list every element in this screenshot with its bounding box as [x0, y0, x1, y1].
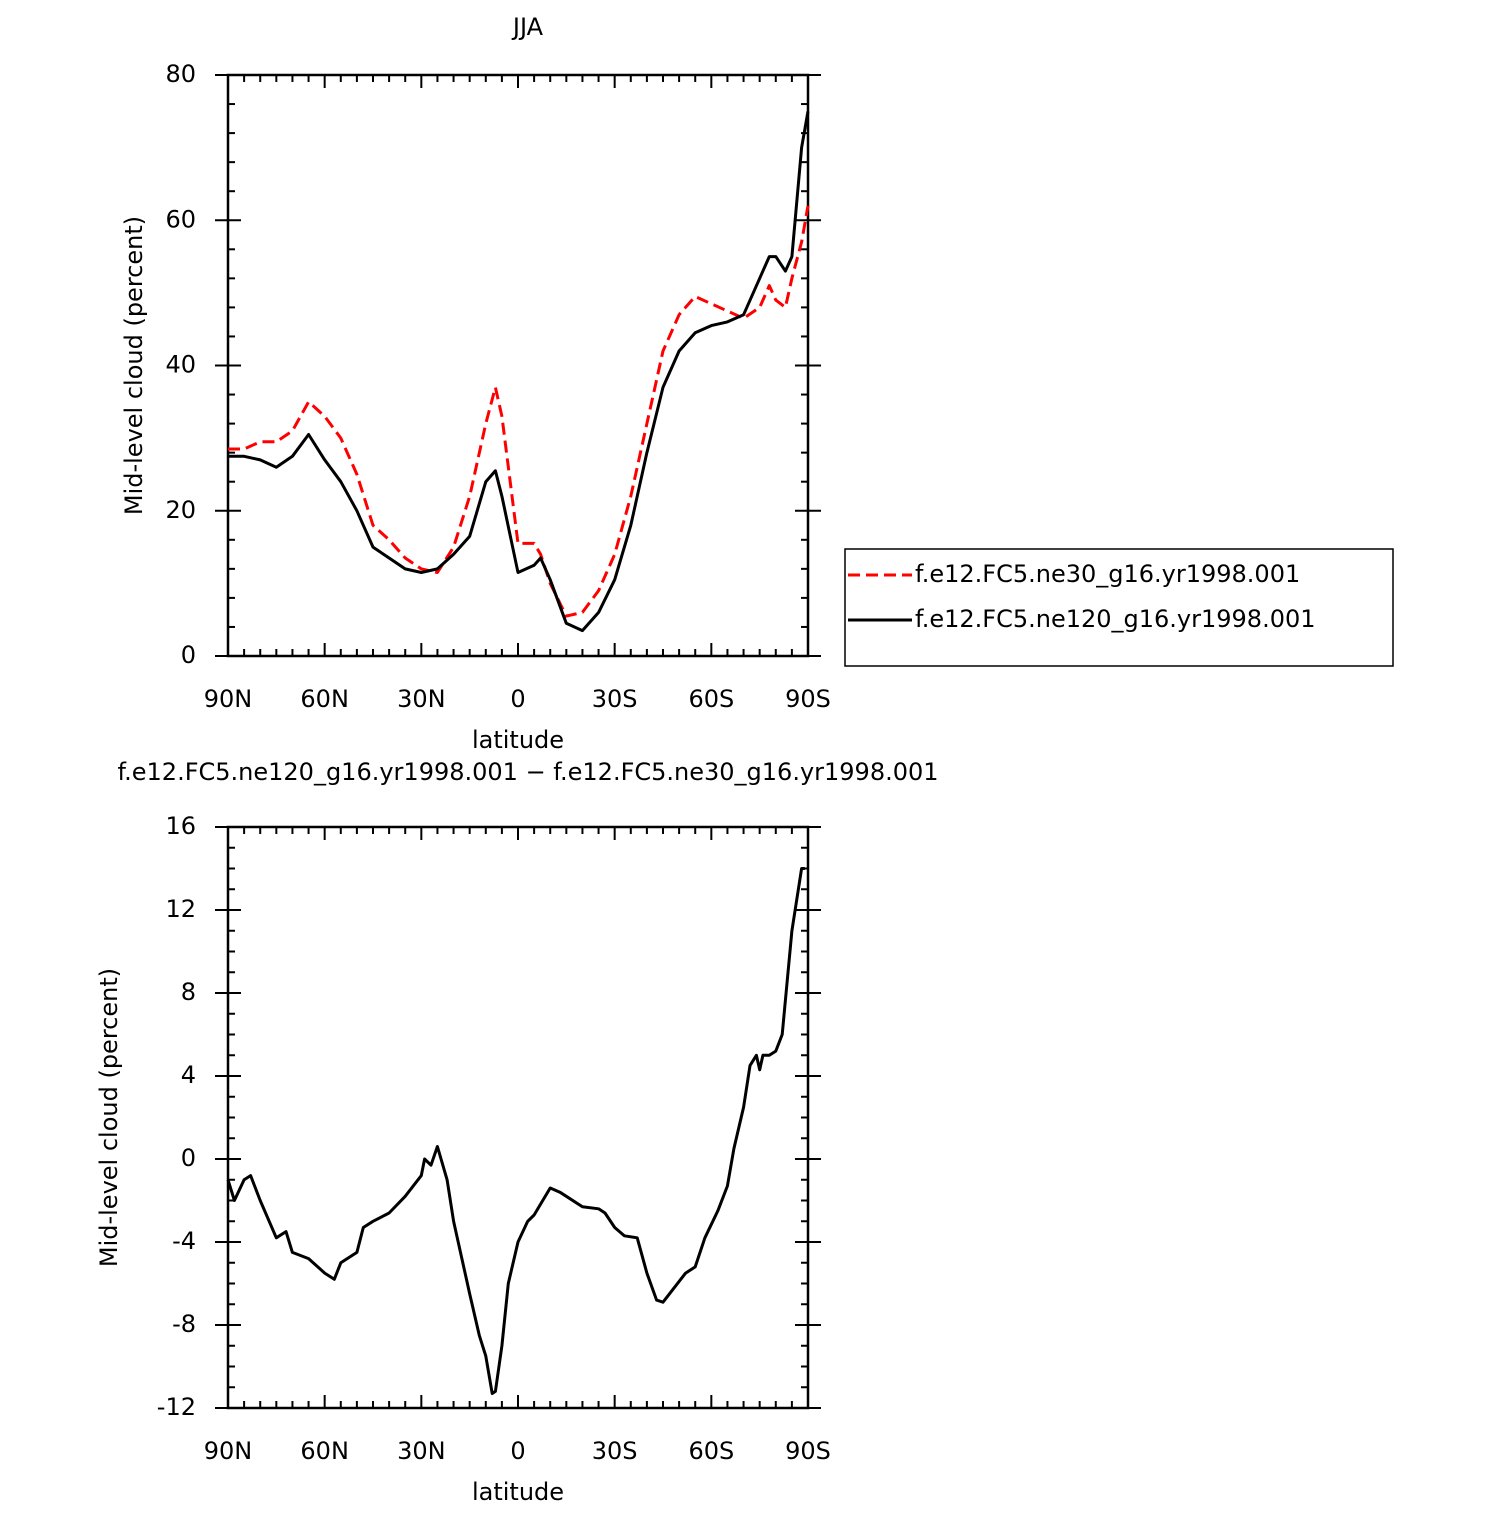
x-axis-label: latitude [472, 726, 564, 754]
y-tick-label: 0 [181, 641, 196, 669]
x-tick-label: 30S [592, 685, 638, 713]
x-tick-label: 60N [300, 1437, 349, 1465]
x-tick-label: 60S [688, 1437, 734, 1465]
x-tick-label: 30N [397, 1437, 446, 1465]
x-tick-label: 60N [300, 685, 349, 713]
y-axis-label: Mid-level cloud (percent) [120, 216, 148, 515]
y-tick-label: 20 [165, 496, 196, 524]
y-tick-label: 0 [181, 1144, 196, 1172]
y-tick-label: 40 [165, 351, 196, 379]
plot-frame [226, 73, 810, 658]
chart-panel: f.e12.FC5.ne120_g16.yr1998.001 − f.e12.F… [95, 758, 939, 1506]
chart-title: f.e12.FC5.ne120_g16.yr1998.001 − f.e12.F… [117, 758, 938, 786]
x-tick-label: 90N [204, 1437, 253, 1465]
data-line [228, 111, 810, 633]
y-tick-label: 16 [165, 812, 196, 840]
y-tick-label: 4 [181, 1061, 196, 1089]
legend-box [844, 548, 1394, 667]
y-tick-label: 12 [165, 895, 196, 923]
y-tick-label: 60 [165, 205, 196, 233]
chart-panel: JJA latitude Mid-level cloud (percent) 90N 6… [120, 13, 1394, 754]
x-tick-label: 90N [204, 685, 253, 713]
y-tick-label: -12 [157, 1393, 196, 1421]
x-tick-label: 30S [592, 1437, 638, 1465]
y-tick-label: 8 [181, 978, 196, 1006]
data-line [228, 205, 810, 618]
y-tick-label: -8 [172, 1310, 196, 1338]
y-axis-label: Mid-level cloud (percent) [95, 968, 123, 1267]
x-tick-label: 0 [510, 1437, 525, 1465]
data-line [226, 867, 805, 1395]
x-tick-label: 30N [397, 685, 446, 713]
legend-label: f.e12.FC5.ne120_g16.yr1998.001 [915, 605, 1316, 633]
plot-frame [226, 825, 810, 1410]
y-tick-label: -4 [172, 1227, 196, 1255]
x-tick-label: 90S [785, 685, 831, 713]
y-tick-label: 80 [165, 60, 196, 88]
legend-label: f.e12.FC5.ne30_g16.yr1998.001 [915, 560, 1300, 588]
x-tick-label: 60S [688, 685, 734, 713]
x-axis-label: latitude [472, 1478, 564, 1506]
x-tick-label: 0 [510, 685, 525, 713]
chart-title: JJA [511, 13, 544, 41]
x-tick-label: 90S [785, 1437, 831, 1465]
